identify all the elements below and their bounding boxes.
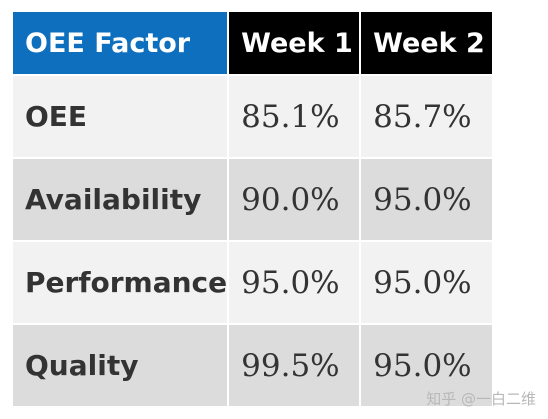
week1-value: 95.0%	[229, 242, 360, 323]
oee-table: OEE Factor Week 1 Week 2 OEE 85.1% 85.7%…	[11, 10, 494, 408]
week2-value: 95.0%	[361, 325, 493, 406]
table-row: Performance 95.0% 95.0%	[13, 242, 493, 323]
table-row: OEE 85.1% 85.7%	[13, 76, 493, 157]
table-header-row: OEE Factor Week 1 Week 2	[13, 12, 493, 74]
table-row: Availability 90.0% 95.0%	[13, 159, 493, 240]
factor-cell: Quality	[13, 325, 228, 406]
week1-value: 85.1%	[229, 76, 360, 157]
week1-value: 99.5%	[229, 325, 360, 406]
week2-value: 95.0%	[361, 159, 493, 240]
week2-value: 95.0%	[361, 242, 493, 323]
table-row: Quality 99.5% 95.0%	[13, 325, 493, 406]
week1-value: 90.0%	[229, 159, 360, 240]
factor-cell: OEE	[13, 76, 228, 157]
header-week-1: Week 1	[229, 12, 360, 74]
watermark: 知乎 @一白二维	[426, 390, 536, 408]
header-oee-factor: OEE Factor	[13, 12, 228, 74]
header-week-2: Week 2	[361, 12, 493, 74]
factor-cell: Availability	[13, 159, 228, 240]
week2-value: 85.7%	[361, 76, 493, 157]
factor-cell: Performance	[13, 242, 228, 323]
